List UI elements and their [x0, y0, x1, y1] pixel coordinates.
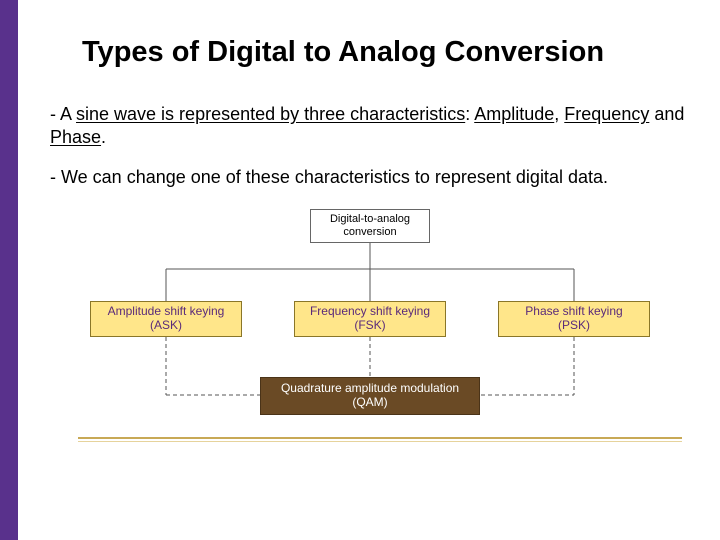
bottom-divider [78, 437, 682, 439]
node-fsk: Frequency shift keying (FSK) [294, 301, 446, 337]
node-qam: Quadrature amplitude modulation (QAM) [260, 377, 480, 415]
slide-content: Types of Digital to Analog Conversion - … [18, 0, 720, 540]
node-ask-l1: Amplitude shift keying [108, 305, 225, 319]
p1-and: and [649, 104, 684, 124]
accent-sidebar [0, 0, 18, 540]
node-top-l2: conversion [330, 226, 410, 239]
p1-u4: Phase [50, 127, 101, 147]
node-qam-l1: Quadrature amplitude modulation [281, 382, 459, 396]
p1-comma: , [554, 104, 564, 124]
p1-u1: sine wave is represented by three charac… [76, 104, 465, 124]
paragraph-1: - A sine wave is represented by three ch… [50, 103, 688, 148]
node-psk-l2: (PSK) [525, 319, 622, 333]
node-ask: Amplitude shift keying (ASK) [90, 301, 242, 337]
node-fsk-l1: Frequency shift keying [310, 305, 430, 319]
node-top: Digital-to-analog conversion [310, 209, 430, 243]
node-qam-l2: (QAM) [281, 396, 459, 410]
slide-title: Types of Digital to Analog Conversion [82, 36, 688, 69]
p1-period: . [101, 127, 106, 147]
node-fsk-l2: (FSK) [310, 319, 430, 333]
node-psk-l1: Phase shift keying [525, 305, 622, 319]
node-top-l1: Digital-to-analog [330, 213, 410, 226]
p1-mid: : [465, 104, 474, 124]
diagram: Digital-to-analog conversion Amplitude s… [50, 207, 690, 445]
p1-prefix: - A [50, 104, 76, 124]
node-ask-l2: (ASK) [108, 319, 225, 333]
node-psk: Phase shift keying (PSK) [498, 301, 650, 337]
p1-u2: Amplitude [474, 104, 554, 124]
paragraph-2: - We can change one of these characteris… [50, 166, 688, 189]
p1-u3: Frequency [564, 104, 649, 124]
